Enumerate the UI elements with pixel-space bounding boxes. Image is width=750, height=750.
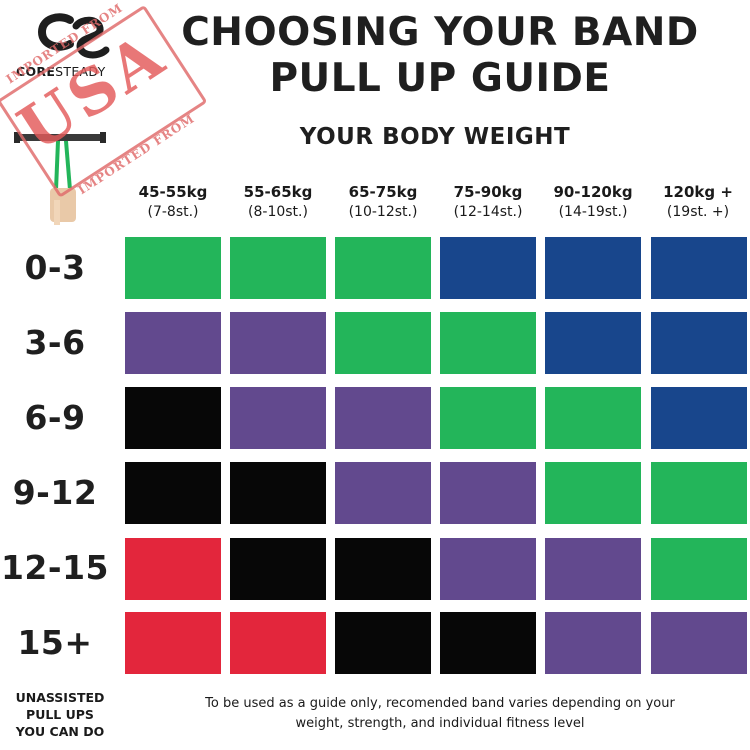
cs-monogram-icon [37,13,110,59]
band-cell-green [651,538,747,600]
column-stone: (14-19st.) [558,204,628,220]
column-header: 55-65kg (8-10st.) [224,182,332,222]
band-cell-purple [545,538,641,600]
column-header: 90-120kg (14-19st.) [539,182,647,222]
band-cell-green [125,237,221,299]
band-cell-black [125,387,221,449]
band-cell-green [230,237,326,299]
row-label: 9-12 [12,473,98,512]
axis-label-line: YOU CAN DO [15,724,105,739]
band-cell-green [545,387,641,449]
pull-ups-axis-label: UNASSISTED PULL UPS YOU CAN DO [0,689,120,740]
footnote-line: weight, strength, and individual fitness… [295,716,585,731]
column-kg: 65-75kg [348,183,418,201]
band-cell-green [651,462,747,524]
band-cell-green [335,312,431,374]
band-cell-purple [125,312,221,374]
band-cell-purple [230,312,326,374]
column-stone: (10-12st.) [348,204,418,220]
column-stone: (19st. +) [666,204,730,220]
row-label: 12-15 [0,548,110,587]
column-header: 45-55kg (7-8st.) [119,182,227,222]
band-cell-purple [440,462,536,524]
coresteady-logo: CORESTEADY [14,12,134,82]
brand-name-bold: CORE [16,64,56,79]
axis-label-line: PULL UPS [26,707,94,722]
column-stone: (12-14st.) [453,204,523,220]
band-cell-blue [651,387,747,449]
column-kg: 90-120kg [553,183,633,201]
brand-name-light: STEADY [55,64,106,79]
column-stone: (7-8st.) [147,204,199,220]
band-cell-green [440,312,536,374]
band-cell-blue [545,237,641,299]
column-header: 120kg + (19st. +) [644,182,750,222]
band-cell-green [545,462,641,524]
band-cell-purple [230,387,326,449]
column-kg: 75-90kg [453,183,523,201]
footnote-line: To be used as a guide only, recomended b… [205,696,675,711]
title-line-1: CHOOSING YOUR BAND [181,10,699,55]
band-cell-black [440,612,536,674]
page-title: CHOOSING YOUR BAND PULL UP GUIDE [160,10,720,102]
band-cell-purple [545,612,641,674]
column-header: 65-75kg (10-12st.) [329,182,437,222]
band-cell-green [335,237,431,299]
band-cell-black [335,538,431,600]
band-cell-purple [651,612,747,674]
brand-name: CORESTEADY [16,64,106,79]
band-cell-blue [651,312,747,374]
band-cell-purple [335,462,431,524]
column-header: 75-90kg (12-14st.) [434,182,542,222]
band-cell-blue [545,312,641,374]
band-cell-purple [335,387,431,449]
row-label: 6-9 [24,398,86,437]
guide-footnote: To be used as a guide only, recomended b… [150,694,730,734]
band-cell-red [230,612,326,674]
body-weight-heading: YOUR BODY WEIGHT [299,124,571,150]
column-kg: 120kg + [663,183,733,201]
title-line-2: PULL UP GUIDE [269,56,611,101]
band-cell-blue [651,237,747,299]
band-cell-green [440,387,536,449]
column-kg: 55-65kg [243,183,313,201]
row-label: 15+ [17,623,93,662]
column-stone: (8-10st.) [248,204,308,220]
band-cell-purple [440,538,536,600]
axis-label-line: UNASSISTED [15,690,105,705]
band-cell-black [125,462,221,524]
band-cell-black [335,612,431,674]
band-cell-red [125,612,221,674]
pull-up-bar-icon [14,130,106,225]
band-cell-red [125,538,221,600]
band-cell-black [230,462,326,524]
column-kg: 45-55kg [138,183,208,201]
row-label: 0-3 [24,248,86,287]
band-cell-blue [440,237,536,299]
row-label: 3-6 [24,323,86,362]
band-cell-black [230,538,326,600]
